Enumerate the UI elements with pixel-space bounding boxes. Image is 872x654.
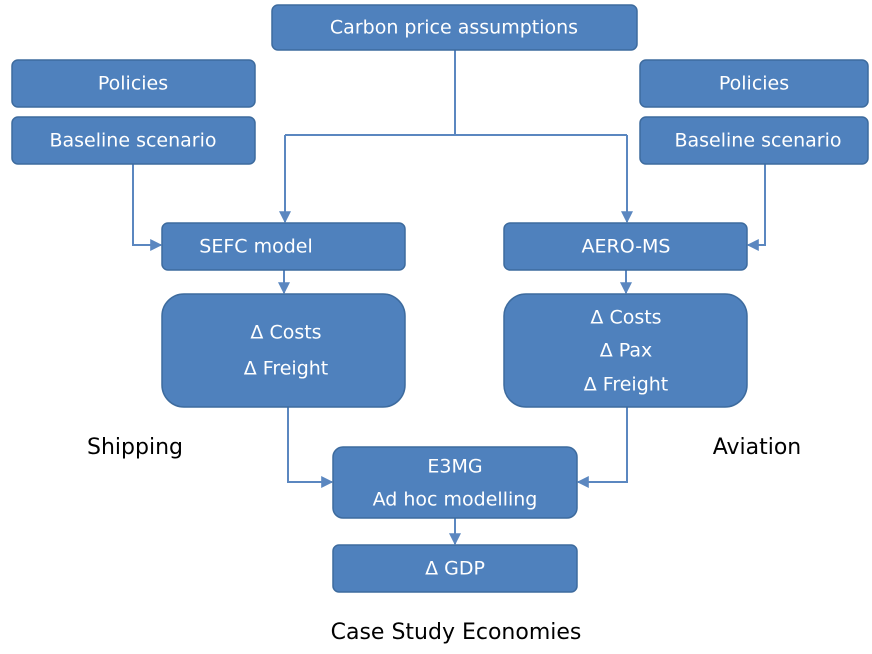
connectors xyxy=(132,50,766,546)
node-line: Δ Costs xyxy=(590,307,661,329)
group-label: Aviation xyxy=(713,435,802,460)
node-box xyxy=(503,293,748,408)
node-box xyxy=(332,446,578,519)
arrow xyxy=(576,407,628,488)
node-box xyxy=(639,116,869,165)
node-box xyxy=(332,544,578,593)
node-label: Carbon price assumptions xyxy=(330,17,578,39)
node-box xyxy=(271,4,638,51)
group-label: Shipping xyxy=(87,435,183,460)
node-line: Ad hoc modelling xyxy=(373,489,538,511)
node-line: Δ Freight xyxy=(584,374,669,396)
node-label: Baseline scenario xyxy=(49,130,216,152)
node-label: Baseline scenario xyxy=(674,130,841,152)
node-box xyxy=(503,222,748,271)
nodes: Carbon price assumptions Policies Baseli… xyxy=(11,4,869,593)
arrow xyxy=(746,164,766,251)
node-box xyxy=(11,116,256,165)
node-box xyxy=(161,222,406,271)
node-label: AERO-MS xyxy=(582,236,671,258)
node-box xyxy=(11,59,256,108)
node-label: SEFC model xyxy=(199,236,312,258)
node-line: Δ Freight xyxy=(244,358,329,380)
node-box xyxy=(161,293,406,408)
node-label: Policies xyxy=(719,73,789,95)
node-line: Δ Pax xyxy=(600,340,653,362)
node-label: Δ GDP xyxy=(425,558,485,580)
arrow xyxy=(287,407,334,488)
group-label: Case Study Economies xyxy=(331,620,582,645)
node-label: Policies xyxy=(98,73,168,95)
node-line: Δ Costs xyxy=(250,322,321,344)
node-box xyxy=(639,59,869,108)
arrow xyxy=(132,164,163,251)
node-line: E3MG xyxy=(427,456,482,478)
